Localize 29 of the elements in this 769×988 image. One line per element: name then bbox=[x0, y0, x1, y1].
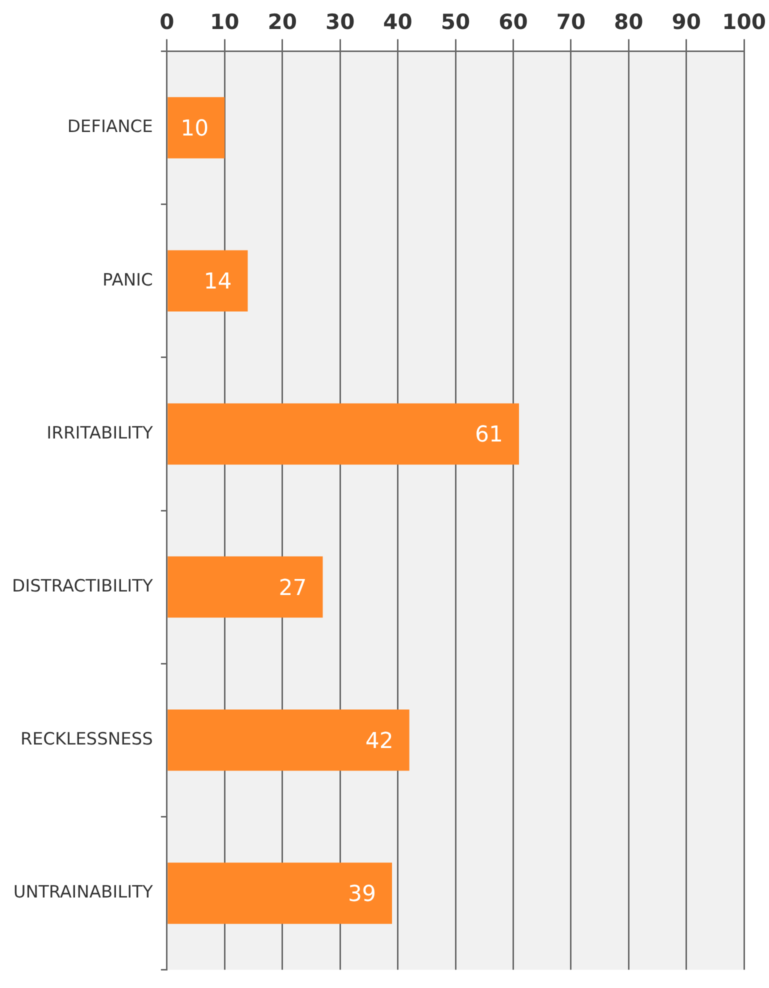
y-tick-label: RECKLESSNESS bbox=[20, 730, 153, 750]
data-label: 27 bbox=[278, 576, 307, 601]
data-label: 39 bbox=[348, 882, 376, 907]
bar bbox=[168, 403, 519, 465]
x-tick-label: 60 bbox=[498, 10, 528, 34]
x-tick-label: 0 bbox=[160, 10, 174, 34]
y-tick-label: UNTRAINABILITY bbox=[13, 882, 154, 903]
x-tick-label: 90 bbox=[672, 10, 701, 34]
x-tick-label: 40 bbox=[383, 10, 412, 34]
y-tick-label: DISTRACTIBILITY bbox=[12, 576, 154, 596]
x-tick-label: 100 bbox=[722, 10, 766, 34]
bar bbox=[168, 97, 225, 158]
data-label: 10 bbox=[180, 116, 209, 142]
bar bbox=[168, 250, 248, 312]
bar bbox=[168, 862, 392, 924]
x-tick-label: 30 bbox=[325, 10, 355, 34]
y-tick-label: PANIC bbox=[102, 270, 153, 290]
x-tick-label: 10 bbox=[210, 10, 240, 34]
x-tick-label: 70 bbox=[556, 10, 586, 34]
y-tick-label: DEFIANCE bbox=[67, 117, 153, 138]
x-tick-label: 20 bbox=[268, 10, 297, 34]
data-label: 61 bbox=[474, 422, 503, 448]
x-tick-label: 50 bbox=[440, 10, 470, 34]
y-tick-label: IRRITABILITY bbox=[46, 423, 154, 444]
bar bbox=[168, 556, 323, 618]
data-label: 42 bbox=[365, 728, 394, 754]
bar bbox=[168, 710, 410, 771]
data-label: 14 bbox=[204, 270, 232, 295]
x-tick-label: 80 bbox=[614, 10, 644, 34]
